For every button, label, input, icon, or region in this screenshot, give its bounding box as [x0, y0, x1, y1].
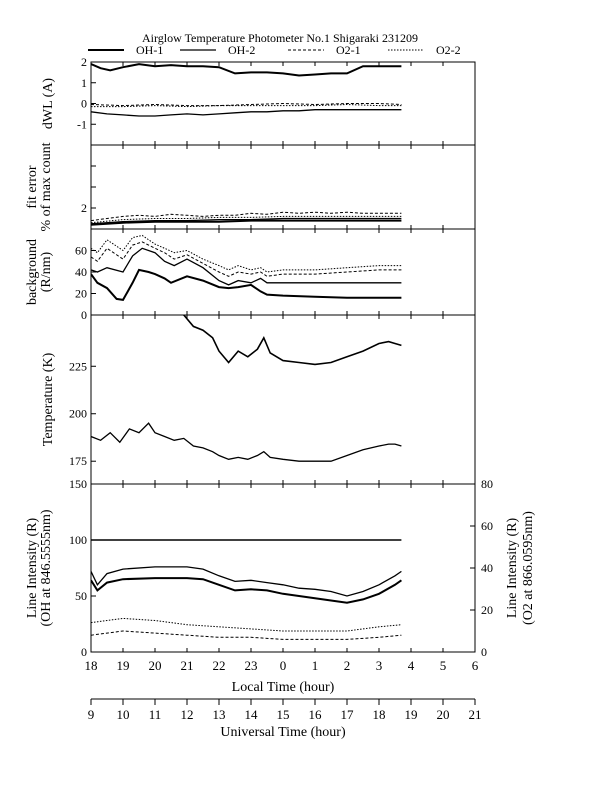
y-tick-label-right: 20 — [481, 603, 493, 617]
y-tick-label: 0 — [81, 645, 87, 659]
series-o2-line — [91, 422, 402, 462]
y-tick-label: 150 — [69, 477, 87, 491]
y-tick-label: 175 — [69, 454, 87, 468]
panel-dwl: -1 0 1 2 dWL (A) — [41, 55, 476, 146]
x-local-tick-label: 18 — [85, 658, 98, 673]
legend-label-o2-2: O2-2 — [436, 43, 461, 57]
x-ut-tick-label: 14 — [245, 707, 259, 722]
legend: OH-1 OH-2 O2-1 O2-2 — [88, 43, 461, 57]
x-local-tick-label: 1 — [312, 658, 319, 673]
series-o2-1-line — [91, 630, 402, 640]
x-local-tick-label: 2 — [344, 658, 351, 673]
x-local-tick-label: 3 — [376, 658, 383, 673]
x-ut-tick-label: 21 — [469, 707, 482, 722]
y-axis-label: % of max count — [39, 142, 54, 231]
x-local-tick-label: 22 — [213, 658, 226, 673]
x-ut-tick-label: 17 — [341, 707, 355, 722]
series-oh-2-line — [91, 566, 402, 597]
y-axis-label: Temperature (K) — [41, 352, 56, 446]
x-ut-tick-label: 12 — [181, 707, 194, 722]
series-oh-1-line — [91, 268, 402, 301]
series-oh-1-line — [91, 63, 402, 77]
y-axis-label-right: (O2 at 866.0595nm) — [521, 511, 536, 625]
y-tick-label: 2 — [81, 55, 87, 69]
legend-label-oh-2: OH-2 — [228, 43, 255, 57]
y-tick-label: 0 — [81, 308, 87, 322]
legend-label-o2-1: O2-1 — [336, 43, 361, 57]
x-local-tick-label: 5 — [440, 658, 447, 673]
x-ut-tick-label: 16 — [309, 707, 323, 722]
x-ut-tick-label: 15 — [277, 707, 290, 722]
x-ut-tick-label: 13 — [213, 707, 226, 722]
y-tick-label: -1 — [77, 117, 87, 131]
y-axis-label: fit error — [25, 165, 40, 208]
chart-title: Airglow Temperature Photometer No.1 Shig… — [142, 31, 418, 45]
x-ut-tick-label: 20 — [437, 707, 450, 722]
x-axes: Local Time (hour) Universal Time (hour) … — [85, 658, 482, 740]
x-local-tick-label: 4 — [408, 658, 415, 673]
x-local-tick-label: 0 — [280, 658, 287, 673]
y-axis-label: (OH at 846.5555nm) — [39, 509, 54, 626]
series-oh-line — [182, 315, 402, 366]
y-tick-label-right: 80 — [481, 477, 493, 491]
x-axis-label-ut: Universal Time (hour) — [220, 725, 346, 740]
y-tick-label: 200 — [69, 407, 87, 421]
y-tick-label: 100 — [69, 533, 87, 547]
x-ut-tick-label: 18 — [373, 707, 386, 722]
series-o2-2-line — [91, 234, 402, 273]
x-local-tick-label: 21 — [181, 658, 194, 673]
y-tick-label: 225 — [69, 359, 87, 373]
x-ut-tick-label: 10 — [117, 707, 130, 722]
y-tick-label-right: 0 — [481, 645, 487, 659]
series-oh-2-line — [91, 247, 402, 286]
series-oh-1-line — [91, 577, 402, 604]
series-o2-2-line — [91, 215, 402, 224]
x-ut-tick-label: 19 — [405, 707, 418, 722]
panels: -1 0 1 2 dWL (A) 2 fit error% of max count 0 20 4… — [25, 55, 536, 659]
series-o2-1-line — [91, 241, 402, 277]
y-tick-label: 0 — [81, 97, 87, 111]
series-oh-2-line — [91, 217, 402, 225]
y-tick-label-right: 40 — [481, 561, 493, 575]
x-ut-tick-label: 9 — [88, 707, 95, 722]
x-local-tick-label: 23 — [245, 658, 258, 673]
y-tick-label: 40 — [75, 265, 87, 279]
y-tick-label: 20 — [75, 287, 87, 301]
panel-temperature: 175 200 225 Temperature (K) — [41, 314, 476, 485]
series-o2-1-line — [91, 102, 402, 107]
panel-fit-error: 2 fit error% of max count — [25, 142, 476, 232]
series-o2-2-line — [91, 617, 402, 632]
legend-label-oh-1: OH-1 — [136, 43, 163, 57]
y-tick-label: 50 — [75, 589, 87, 603]
y-axis-label: Line Intensity (R) — [25, 518, 40, 619]
y-tick-label: 2 — [81, 201, 87, 215]
x-local-tick-label: 6 — [472, 658, 479, 673]
x-local-tick-label: 19 — [117, 658, 130, 673]
y-axis-label: background — [25, 239, 40, 305]
series-o2-1-line — [91, 211, 402, 222]
y-axis-label: (R/nm) — [39, 251, 54, 292]
series-oh-1-line — [91, 219, 402, 226]
y-axis-label: dWL (A) — [41, 78, 56, 130]
y-axis-label-right: Line Intensity (R) — [505, 518, 520, 619]
series-o2-2-line — [91, 103, 402, 108]
panel-frame — [90, 483, 476, 653]
y-tick-label-right: 60 — [481, 519, 493, 533]
y-tick-label: 1 — [81, 76, 87, 90]
x-axis-label-local: Local Time (hour) — [232, 680, 335, 695]
y-tick-label: 60 — [75, 244, 87, 258]
x-ut-tick-label: 11 — [149, 707, 162, 722]
series-oh-2-line — [91, 109, 402, 117]
panel-background: 0 20 40 60 background (R/nm) — [25, 228, 476, 322]
x-local-tick-label: 20 — [149, 658, 162, 673]
